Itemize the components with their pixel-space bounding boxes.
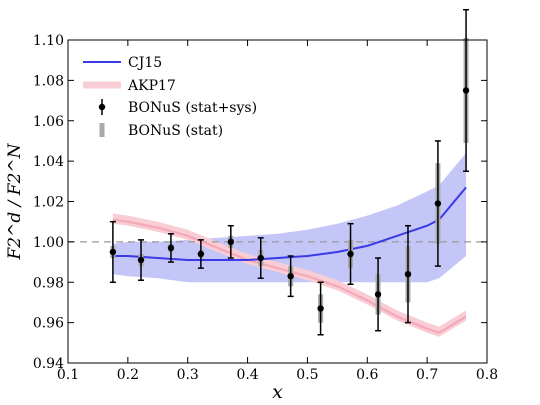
x-tick-label: 0.1 bbox=[57, 367, 79, 383]
y-axis-label: F2^d / F2^N bbox=[5, 142, 25, 260]
legend-bonus-stat-swatch bbox=[99, 123, 105, 137]
legend-bonus-total-label: BONuS (stat+sys) bbox=[128, 100, 257, 116]
cj15-band bbox=[112, 153, 467, 283]
legend: CJ15 AKP17 BONuS (stat+sys) BONuS (stat) bbox=[83, 55, 257, 139]
bonus-point bbox=[462, 8, 470, 172]
point-marker bbox=[404, 270, 412, 278]
point-marker bbox=[434, 200, 442, 207]
y-axis-ticks: 0.94 0.96 0.98 1.00 1.02 1.04 1.06 1.08 1.10 bbox=[33, 33, 487, 372]
legend-bonus-stat-label: BONuS (stat) bbox=[128, 123, 223, 139]
x-tick-label: 0.4 bbox=[236, 367, 258, 383]
legend-bonus-total-marker bbox=[98, 103, 106, 111]
x-tick-label: 0.5 bbox=[296, 367, 318, 383]
bonus-point bbox=[404, 224, 412, 324]
bonus-point bbox=[317, 281, 324, 336]
point-marker bbox=[374, 291, 382, 298]
bonus-point bbox=[137, 239, 145, 281]
uncertainty-bands bbox=[112, 153, 467, 337]
point-marker bbox=[227, 238, 235, 246]
y-tick-label: 1.08 bbox=[33, 73, 64, 89]
point-marker bbox=[137, 256, 145, 264]
bonus-point bbox=[197, 239, 205, 269]
bonus-point bbox=[434, 140, 442, 267]
point-marker bbox=[317, 305, 324, 312]
bonus-point bbox=[109, 220, 117, 283]
x-tick-label: 0.6 bbox=[356, 367, 378, 383]
bonus-point bbox=[167, 233, 175, 263]
bonus-point bbox=[257, 237, 264, 279]
data-points bbox=[109, 8, 470, 336]
point-marker bbox=[197, 250, 205, 258]
y-tick-label: 0.96 bbox=[33, 316, 64, 332]
point-marker bbox=[462, 87, 470, 94]
point-marker bbox=[109, 248, 117, 256]
x-tick-label: 0.2 bbox=[117, 367, 139, 383]
x-axis-ticks: 0.1 0.2 0.3 0.4 0.5 0.6 0.7 0.8 bbox=[57, 40, 498, 383]
x-axis-label: x bbox=[272, 381, 283, 403]
point-marker bbox=[347, 250, 354, 258]
y-tick-label: 1.06 bbox=[33, 114, 64, 130]
point-marker bbox=[257, 254, 264, 262]
x-tick-label: 0.7 bbox=[416, 367, 438, 383]
point-marker bbox=[167, 244, 175, 252]
bonus-point bbox=[287, 255, 294, 298]
y-tick-label: 0.98 bbox=[33, 275, 64, 291]
point-marker bbox=[287, 272, 294, 280]
y-tick-label: 1.00 bbox=[33, 235, 64, 251]
y-tick-label: 0.94 bbox=[33, 356, 64, 372]
y-tick-label: 1.10 bbox=[33, 33, 64, 49]
x-tick-label: 0.3 bbox=[177, 367, 199, 383]
y-tick-label: 1.02 bbox=[33, 195, 64, 211]
bonus-point bbox=[347, 222, 354, 286]
bonus-point bbox=[374, 257, 382, 332]
y-tick-label: 1.04 bbox=[33, 154, 64, 170]
x-tick-label: 0.8 bbox=[476, 367, 498, 383]
legend-akp17-label: AKP17 bbox=[127, 78, 176, 94]
bonus-point bbox=[227, 224, 235, 259]
cj15-line bbox=[112, 186, 467, 262]
legend-cj15-label: CJ15 bbox=[128, 55, 162, 71]
